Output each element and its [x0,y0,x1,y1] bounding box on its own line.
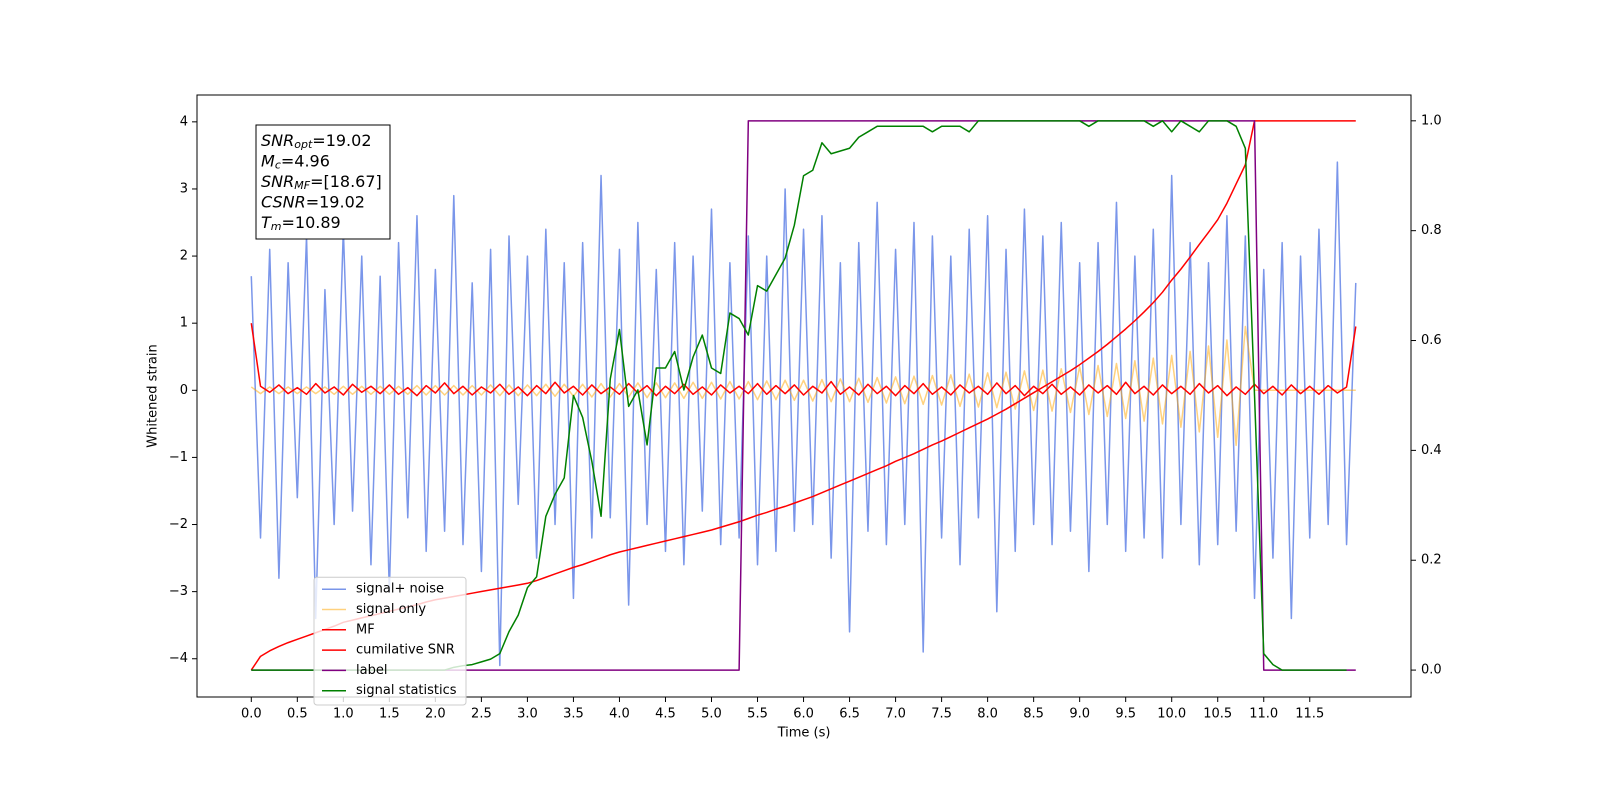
y2-tick-label: 0.6 [1421,333,1442,348]
legend-label: signal+ noise [356,582,444,597]
legend-label: signal only [356,602,426,617]
x-tick-label: 8.5 [1023,707,1044,722]
stats-subscript: c [275,159,281,172]
x-tick-label: 1.5 [379,707,400,722]
y-tick-label: 1 [180,316,188,331]
x-tick-label: 5.5 [747,707,768,722]
stats-line: SNRMF=[18.67] [261,172,382,193]
y-tick-label: 0 [180,383,188,398]
x-tick-label: 3.5 [563,707,584,722]
x-tick-label: 5.0 [701,707,722,722]
x-tick-label: 7.5 [931,707,952,722]
stats-subscript: m [271,220,282,233]
x-tick-label: 3.0 [517,707,538,722]
x-axis-label: Time (s) [777,726,831,741]
stats-box [255,124,391,240]
stats-symbol: CSNR [261,192,306,211]
x-tick-label: 4.5 [655,707,676,722]
x-tick-label: 0.0 [241,707,262,722]
legend-box [313,576,467,706]
stats-symbol: T [261,213,272,232]
y2-tick-label: 0.0 [1421,663,1442,678]
x-tick-label: 1.0 [333,707,354,722]
x-tick-label: 10.5 [1203,707,1232,722]
stats-subscript: MF [294,179,310,192]
legend-label: MF [356,622,375,637]
x-tick-label: 7.0 [885,707,906,722]
x-tick-label: 11.5 [1295,707,1324,722]
x-tick-label: 6.0 [793,707,814,722]
x-tick-label: 10.0 [1157,707,1186,722]
y2-tick-label: 0.8 [1421,223,1442,238]
line-series [250,325,1356,447]
y2-tick-label: 1.0 [1421,113,1442,128]
stats-value: =10.89 [282,213,341,232]
stats-line: SNRopt=19.02 [261,131,372,152]
stats-value: =4.96 [281,151,330,170]
stats-symbol: SNR [261,131,294,150]
x-tick-label: 9.5 [1115,707,1136,722]
x-tick-label: 8.0 [977,707,998,722]
y2-tick-label: 0.2 [1421,553,1442,568]
y-tick-label: 2 [180,249,188,264]
y-tick-label: 4 [180,114,188,129]
legend-label: signal statistics [356,683,457,698]
legend-label: cumilative SNR [356,643,455,658]
x-tick-label: 9.0 [1069,707,1090,722]
stats-value: =[18.67] [310,172,382,191]
y-tick-label: −1 [169,450,188,465]
stats-line: Tm=10.89 [261,213,341,234]
y-tick-label: 3 [180,181,188,196]
y-tick-label: −2 [169,517,188,532]
stats-line: CSNR=19.02 [261,192,365,211]
x-tick-label: 4.0 [609,707,630,722]
line-series [250,161,1357,667]
stats-symbol: M [261,151,275,170]
x-tick-label: 2.5 [471,707,492,722]
x-tick-label: 0.5 [287,707,308,722]
x-tick-label: 6.5 [839,707,860,722]
stats-symbol: SNR [261,172,294,191]
stats-value: =19.02 [312,131,371,150]
stats-value: =19.02 [306,192,365,211]
y-tick-label: −4 [169,651,188,666]
y-tick-label: −3 [169,584,188,599]
legend-label: label [356,663,387,678]
line-series [250,323,1357,397]
x-tick-label: 11.0 [1249,707,1278,722]
y-axis-label: Whitened strain [146,344,161,447]
x-tick-label: 2.0 [425,707,446,722]
y2-tick-label: 0.4 [1421,443,1442,458]
stats-line: Mc=4.96 [261,151,330,172]
stats-subscript: opt [294,138,313,151]
